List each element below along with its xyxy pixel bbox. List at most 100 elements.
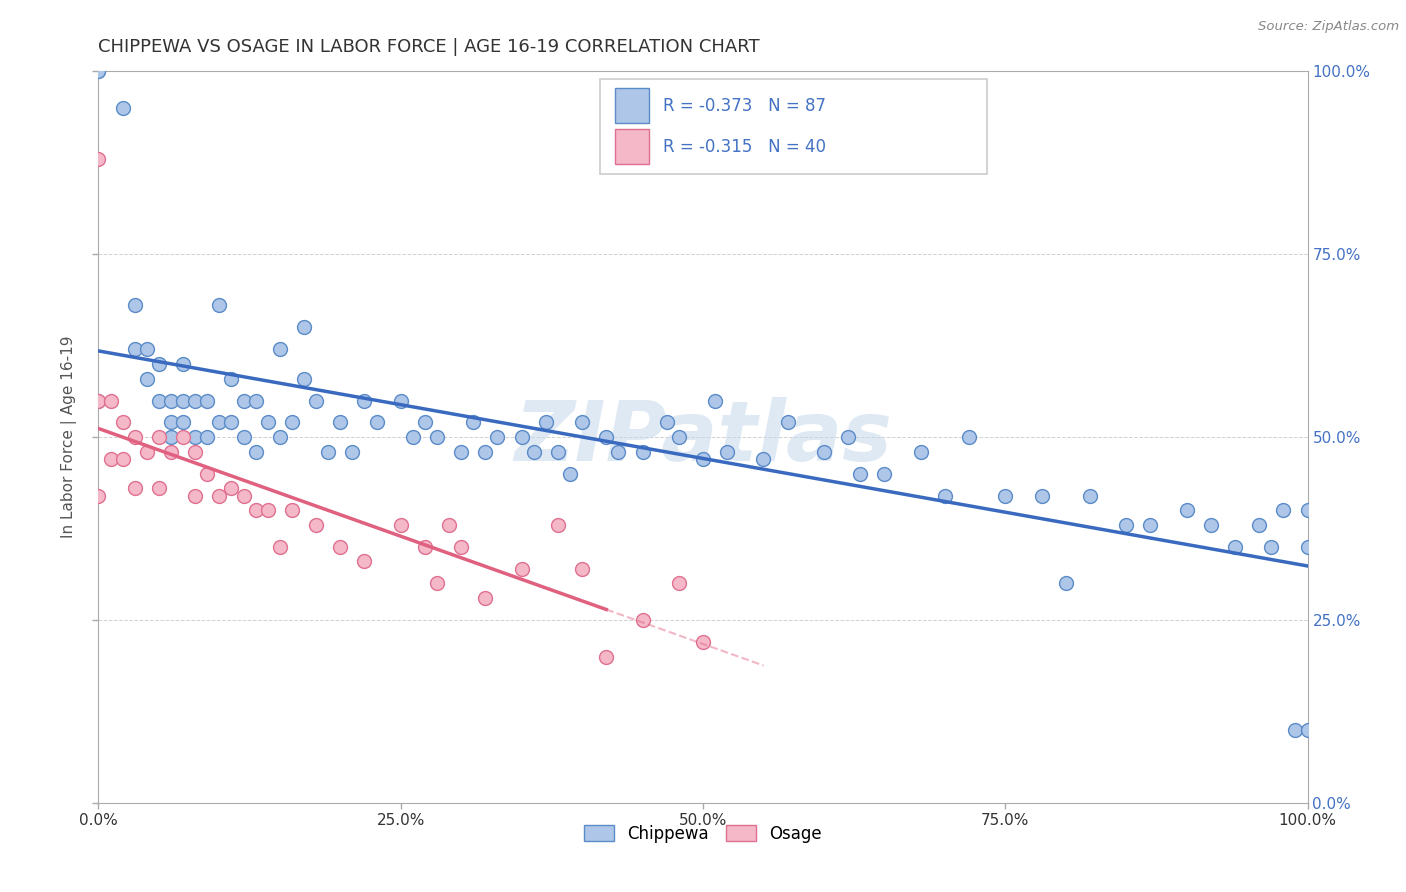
Point	[87, 64, 110, 78]
Point	[292, 371, 315, 385]
Point	[111, 452, 134, 467]
Point	[353, 554, 375, 568]
Point	[595, 649, 617, 664]
Point	[1260, 540, 1282, 554]
Text: R = -0.315   N = 40: R = -0.315 N = 40	[664, 137, 827, 156]
Point	[195, 393, 218, 408]
Point	[232, 393, 254, 408]
Point	[111, 416, 134, 430]
Point	[221, 481, 243, 495]
Point	[172, 393, 194, 408]
Point	[245, 444, 267, 458]
Point	[245, 393, 267, 408]
Point	[655, 416, 678, 430]
Point	[221, 416, 243, 430]
Point	[148, 393, 170, 408]
Point	[389, 393, 412, 408]
Point	[256, 503, 278, 517]
Point	[100, 393, 122, 408]
Point	[292, 320, 315, 334]
Point	[595, 430, 617, 444]
FancyBboxPatch shape	[600, 78, 987, 174]
Point	[1031, 489, 1053, 503]
Point	[776, 416, 799, 430]
Point	[752, 452, 775, 467]
Point	[366, 416, 388, 430]
Point	[389, 517, 412, 532]
Point	[668, 576, 690, 591]
Point	[305, 393, 328, 408]
Point	[523, 444, 546, 458]
Point	[957, 430, 980, 444]
Point	[607, 444, 630, 458]
Point	[135, 371, 157, 385]
Text: CHIPPEWA VS OSAGE IN LABOR FORCE | AGE 16-19 CORRELATION CHART: CHIPPEWA VS OSAGE IN LABOR FORCE | AGE 1…	[98, 38, 761, 56]
Point	[124, 481, 146, 495]
Point	[87, 152, 110, 166]
Point	[208, 489, 231, 503]
Point	[124, 430, 146, 444]
Point	[221, 371, 243, 385]
Point	[1078, 489, 1101, 503]
Point	[413, 416, 436, 430]
Point	[148, 481, 170, 495]
Point	[910, 444, 932, 458]
Point	[208, 298, 231, 312]
Point	[160, 444, 183, 458]
Point	[87, 393, 110, 408]
Point	[1272, 503, 1295, 517]
Point	[547, 517, 569, 532]
Point	[329, 540, 352, 554]
Point	[1175, 503, 1198, 517]
Point	[463, 416, 485, 430]
Point	[571, 562, 593, 576]
Point	[873, 467, 896, 481]
Point	[426, 576, 449, 591]
Point	[124, 343, 146, 357]
Point	[135, 444, 157, 458]
Point	[1249, 517, 1271, 532]
Point	[184, 444, 207, 458]
Text: Source: ZipAtlas.com: Source: ZipAtlas.com	[1258, 20, 1399, 33]
Point	[160, 393, 183, 408]
Point	[269, 540, 291, 554]
Point	[1115, 517, 1137, 532]
FancyBboxPatch shape	[614, 88, 648, 123]
Point	[100, 452, 122, 467]
Point	[486, 430, 509, 444]
Point	[124, 298, 146, 312]
Point	[172, 416, 194, 430]
Point	[172, 357, 194, 371]
Point	[135, 343, 157, 357]
Point	[245, 503, 267, 517]
Point	[534, 416, 557, 430]
Point	[450, 444, 472, 458]
Point	[849, 467, 872, 481]
Point	[1054, 576, 1077, 591]
Point	[87, 489, 110, 503]
Point	[716, 444, 738, 458]
Point	[281, 503, 304, 517]
Point	[510, 562, 533, 576]
Point	[195, 467, 218, 481]
Point	[692, 452, 714, 467]
Point	[184, 430, 207, 444]
Point	[547, 444, 569, 458]
Point	[208, 416, 231, 430]
Point	[934, 489, 956, 503]
Legend: Chippewa, Osage: Chippewa, Osage	[578, 818, 828, 849]
Point	[87, 64, 110, 78]
Point	[413, 540, 436, 554]
Point	[450, 540, 472, 554]
Point	[558, 467, 581, 481]
Point	[305, 517, 328, 532]
Point	[1199, 517, 1222, 532]
Point	[195, 430, 218, 444]
Point	[269, 343, 291, 357]
Point	[1296, 503, 1319, 517]
Point	[184, 489, 207, 503]
Point	[402, 430, 425, 444]
Point	[704, 393, 727, 408]
Point	[692, 635, 714, 649]
Point	[232, 430, 254, 444]
